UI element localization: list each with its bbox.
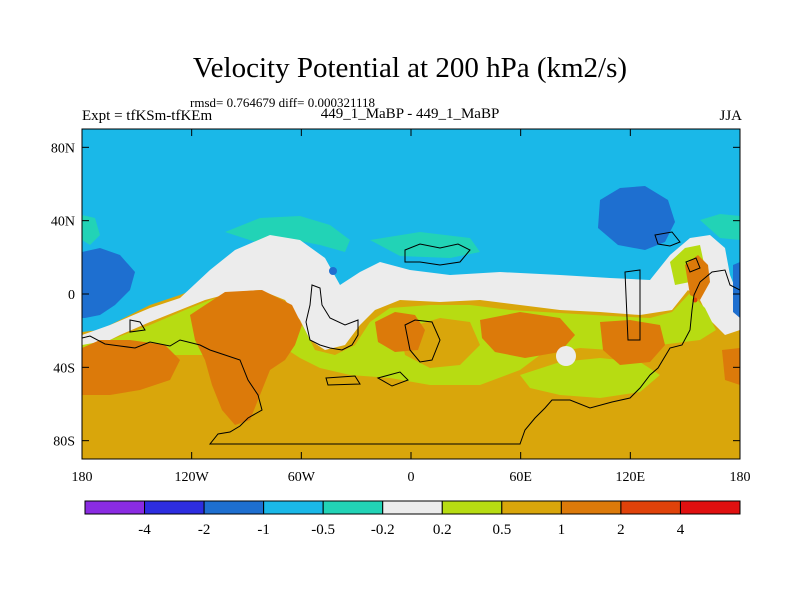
colorbar-label: -2 [198,522,211,538]
colorbar-swatch [203,500,265,515]
colorbar-swatch [322,500,384,515]
lon-tick-label: 0 [408,470,415,485]
field-positive-2-australia [600,320,665,365]
coastline-africa [404,319,441,363]
colorbar-swatch [382,500,443,515]
colorbar: -4 -2 -1 -0.5 -0.2 0.2 0.5 1 2 4 [84,500,741,538]
lon-tick-label: 120W [175,470,210,485]
field-negative-02-far-east [700,214,740,240]
colorbar-swatch [84,500,146,515]
field-near-zero [82,235,740,350]
colorbar-swatch [620,500,681,515]
season-label: JJA [719,108,742,124]
lon-tick-label: 60W [288,470,316,485]
coastline-indonesia [624,269,641,341]
field-negative-02-mid [225,216,350,252]
colorbar-swatch [441,500,503,515]
colorbar-label: 1 [558,522,566,538]
lon-tick-label: 60E [509,470,532,485]
lat-tick-label: 80S [53,435,75,450]
field-positive-2-pacific-east [685,255,710,300]
field-positive-02-south [520,358,660,398]
lat-tick-label: 80N [51,141,75,156]
colorbar-label: -4 [138,522,151,538]
coastline-islands [129,319,146,333]
field-negative-1-asia [598,186,675,250]
colorbar-label: -0.5 [311,522,335,538]
colorbar-label: 4 [677,522,685,538]
colorbar-label: -1 [257,522,270,538]
coastline-south-america [305,284,359,351]
colorbar-label: 0.2 [433,522,452,538]
field-positive-2-indian [480,312,575,358]
colorbar-swatch [560,500,622,515]
colorbar-swatch [263,500,324,515]
lat-tick-label: 40N [51,215,75,230]
case-label: 449_1_MaBP - 449_1_MaBP [320,106,500,122]
coastlines [82,231,740,445]
lon-tick-label: 120E [616,470,646,485]
coastline-south [82,269,740,445]
coastline-europe [404,243,471,266]
lat-tick-label: 40S [53,361,75,376]
lon-tick-label: 180 [72,470,93,485]
lat-tick-label: 0 [68,288,75,303]
colorbar-swatch [679,500,741,515]
field-positive-2-pacific [82,340,180,395]
colorbar-label: -0.2 [371,522,395,538]
colorbar-label: 0.5 [492,522,511,538]
stats-label: rmsd= 0.764679 diff= 0.000321118 [190,95,375,110]
field-negative-1-dot [329,267,337,275]
contour-field [82,129,740,459]
chart-title: Velocity Potential at 200 hPa (km2/s) [192,52,628,84]
field-positive-2-africa [375,312,425,352]
map-axes: 180 120W 60W 0 60E 120E 180 80N 40N 0 40S 80S [51,129,751,485]
coastline-island-south [376,371,409,387]
experiment-label: Expt = tfKSm-tfKEm [82,108,213,124]
colorbar-swatch [144,500,205,515]
field-negative-02-west [82,215,100,245]
field-negative-1-edge [733,262,740,318]
coastline-japan [654,231,681,247]
field-positive-2-edge [722,348,740,385]
coastline-antarctic-peninsula [325,375,361,386]
field-near-zero-hole [556,346,576,366]
colorbar-label: 2 [617,522,625,538]
colorbar-swatch [501,500,562,515]
field-negative-1-west [82,248,135,318]
field-positive-2-atlantic [190,290,302,425]
lon-tick-label: 180 [730,470,751,485]
coastline-pacific-island [685,257,701,273]
